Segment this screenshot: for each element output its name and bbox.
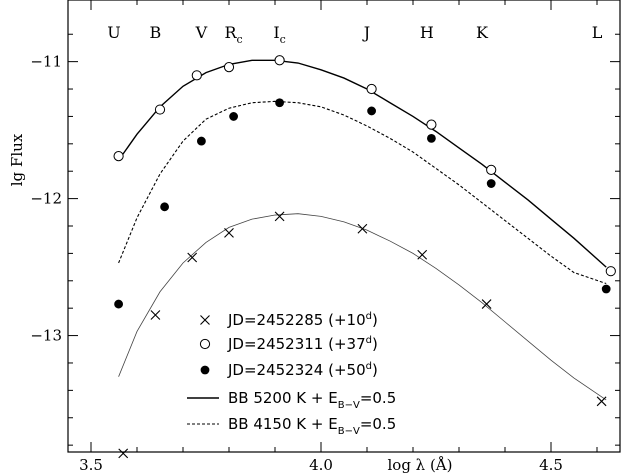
x-tick-label: 4.0	[309, 456, 333, 474]
open-circle-marker	[274, 55, 285, 66]
filled-circle-marker	[486, 179, 496, 188]
band-label: J	[362, 23, 370, 42]
band-label: L	[592, 23, 603, 42]
open-circle-marker	[113, 151, 124, 162]
y-tick-label: −13	[30, 327, 62, 345]
open-circle-marker	[426, 119, 437, 130]
band-label: K	[476, 23, 489, 42]
open-circle-marker	[154, 104, 166, 115]
curve-dashed	[118, 100, 607, 285]
cross-marker	[481, 299, 492, 309]
legend-entry: BB 5200 K + EB−V=0.5	[228, 389, 396, 411]
cross-marker	[274, 211, 285, 222]
filled-circle-marker	[601, 284, 611, 294]
plot-frame	[67, 0, 621, 453]
cross-marker	[150, 310, 161, 320]
cross-marker	[118, 448, 129, 459]
filled-circle-marker	[160, 202, 170, 212]
curve-thin	[118, 213, 607, 401]
legend-entry: JD=2452285 (+10d)	[227, 311, 378, 329]
cross-marker	[417, 249, 428, 260]
band-label: Ic	[273, 23, 286, 46]
axis-ticks	[68, 0, 620, 452]
axis-tick-labels: 3.5 4.0 4.5 −11 −12 −13	[30, 53, 563, 474]
y-tick-label: −12	[30, 190, 62, 208]
legend-entry: JD=2452311 (+37d)	[227, 335, 378, 353]
band-label: U	[107, 23, 120, 42]
x-tick-label: 4.5	[539, 456, 563, 474]
cross-marker	[596, 396, 607, 407]
y-tick-label: −11	[30, 53, 62, 71]
open-circle-marker	[223, 62, 235, 73]
filled-circle-marker	[367, 106, 376, 116]
open-circle-marker	[605, 266, 616, 277]
filled-circle-marker	[200, 365, 210, 375]
filled-circle-marker	[114, 299, 123, 309]
band-labels: U B V Rc Ic J H K L	[107, 23, 602, 46]
x-axis-label: log λ (Å)	[387, 456, 452, 474]
cross-marker	[200, 315, 210, 325]
open-circle-marker	[366, 83, 377, 95]
open-circle-marker	[486, 164, 497, 175]
open-circle-marker	[191, 70, 202, 81]
cross-marker	[357, 223, 368, 234]
filled-circle-marker	[197, 136, 206, 146]
data-markers	[113, 55, 616, 459]
curve-solid	[118, 59, 607, 268]
cross-marker	[224, 227, 234, 238]
legend-entry: JD=2452324 (+50d)	[227, 361, 378, 379]
filled-circle-marker	[275, 98, 284, 108]
band-label: V	[195, 23, 208, 42]
legend: JD=2452285 (+10d) JD=2452311 (+37d) JD=245…	[187, 311, 396, 437]
open-circle-marker	[199, 338, 211, 350]
x-tick-label: 3.5	[79, 456, 103, 474]
legend-entry: BB 4150 K + EB−V=0.5	[228, 415, 396, 437]
filled-circle-marker	[229, 112, 239, 121]
filled-circle-marker	[427, 133, 436, 143]
y-axis-label: lg Flux	[8, 133, 26, 186]
band-label: B	[150, 23, 162, 42]
cross-marker	[187, 252, 198, 263]
band-label: H	[420, 23, 434, 42]
band-label: Rc	[224, 23, 242, 46]
